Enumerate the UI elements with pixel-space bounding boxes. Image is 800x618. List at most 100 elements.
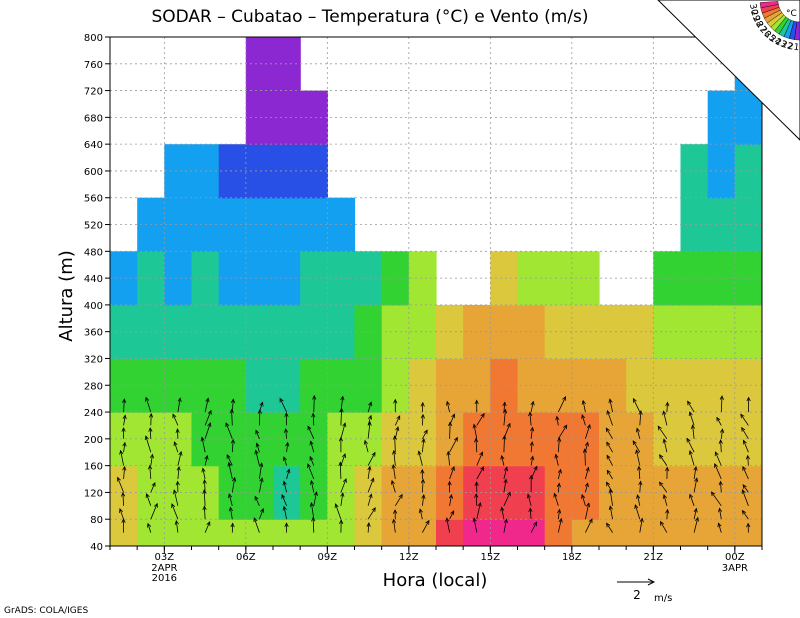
wind-vector-head xyxy=(119,449,124,455)
wind-vector-head xyxy=(307,463,311,469)
wind-vector-head xyxy=(686,437,691,443)
temperature-cell xyxy=(218,251,247,306)
wind-vector-head xyxy=(688,450,693,455)
wind-vector-head xyxy=(421,493,426,499)
wind-vector-head xyxy=(229,408,234,414)
temperature-cell xyxy=(680,197,709,252)
wind-vector xyxy=(716,417,722,426)
wind-vector xyxy=(313,491,317,506)
wind-vector-head xyxy=(585,502,591,508)
wind-vector xyxy=(255,450,260,466)
wind-vector xyxy=(530,456,534,466)
wind-vector xyxy=(475,493,478,506)
wind-vector-head xyxy=(370,477,375,483)
x-tick-label: 15Z xyxy=(481,552,501,563)
temperature-cell xyxy=(300,144,328,199)
wind-vector xyxy=(394,435,396,453)
wind-vector xyxy=(367,421,371,439)
wind-vector-head xyxy=(398,493,403,499)
temperature-cell xyxy=(544,358,573,413)
wind-vector-head xyxy=(205,397,210,403)
wind-vector-head xyxy=(254,495,259,501)
wind-vector xyxy=(530,401,534,413)
wind-vector xyxy=(557,469,562,480)
wind-vector xyxy=(422,430,428,439)
wind-vector-head xyxy=(605,427,610,433)
wind-vector-head xyxy=(503,518,508,524)
wind-vector xyxy=(204,521,211,533)
temperature-cell xyxy=(707,519,736,546)
wind-vector-head xyxy=(202,505,207,511)
wind-vector-head xyxy=(740,413,745,419)
y-tick-label: 240 xyxy=(84,408,103,419)
wind-vector xyxy=(367,522,370,533)
y-tick-label: 520 xyxy=(84,221,103,232)
temperature-cell xyxy=(245,251,274,306)
temperature-cell xyxy=(354,251,383,306)
temperature-cell xyxy=(218,304,247,360)
wind-vector-head xyxy=(309,440,314,446)
wind-vector-head xyxy=(662,494,667,499)
wind-vector-head xyxy=(206,521,211,527)
wind-vector-head xyxy=(227,461,232,467)
temperature-cell xyxy=(245,519,274,546)
temperature-cell xyxy=(245,465,274,520)
wind-vector-head xyxy=(472,423,477,429)
wind-vector xyxy=(557,483,560,493)
wind-vector xyxy=(529,412,532,426)
wind-vector-head xyxy=(741,426,746,432)
temperature-cell xyxy=(599,412,627,467)
wind-vector xyxy=(742,489,749,506)
temperature-cell xyxy=(300,251,328,306)
wind-vector-head xyxy=(554,453,559,459)
wind-vector-head xyxy=(581,493,586,499)
y-tick-label: 560 xyxy=(84,194,103,205)
wind-vector xyxy=(529,508,532,520)
wind-vector-head xyxy=(608,488,613,494)
wind-vector xyxy=(172,414,179,426)
wind-vector xyxy=(340,478,347,493)
wind-vector-head xyxy=(200,436,205,442)
wind-vector-head xyxy=(121,491,126,497)
wind-vector xyxy=(555,454,559,466)
y-tick-label: 600 xyxy=(84,167,103,178)
legend-label: 28 xyxy=(750,15,764,30)
temperature-cell xyxy=(164,197,193,252)
temperature-cell xyxy=(191,519,220,546)
wind-vector-head xyxy=(690,424,696,430)
wind-vector-head xyxy=(742,465,747,471)
wind-vector xyxy=(503,423,511,439)
wind-vector xyxy=(281,494,287,506)
legend-unit: °C xyxy=(786,9,797,19)
wind-vector xyxy=(636,428,641,439)
temperature-cell xyxy=(490,465,519,520)
wind-vector-head xyxy=(451,413,456,419)
wind-vector-head xyxy=(392,435,397,440)
wind-vector-head xyxy=(149,412,154,418)
wind-vector xyxy=(530,441,533,453)
wind-vector xyxy=(228,493,233,506)
wind-vector xyxy=(255,430,260,439)
wind-vector xyxy=(422,414,424,426)
wind-vector xyxy=(503,402,506,413)
wind-vector xyxy=(286,469,290,480)
temperature-cell xyxy=(680,358,709,413)
temperature-cell xyxy=(680,519,709,546)
wind-vector-head xyxy=(502,401,507,407)
wind-vector xyxy=(175,520,179,533)
wind-vector-head xyxy=(746,396,751,402)
legend-label: 30 xyxy=(747,3,759,16)
wind-vector xyxy=(530,522,537,533)
wind-vector xyxy=(283,481,287,493)
wind-vector-head xyxy=(557,436,562,442)
wind-vector xyxy=(311,502,315,520)
wind-vector xyxy=(150,482,156,493)
wind-vector xyxy=(503,467,508,480)
wind-vector-head xyxy=(418,508,423,514)
wind-vector-head xyxy=(145,396,150,402)
wind-vector xyxy=(253,517,260,533)
wind-vector-head xyxy=(606,454,611,460)
chart-title: SODAR – Cubatao – Temperatura (°C) e Ven… xyxy=(151,7,588,27)
wind-vector-head xyxy=(665,401,670,407)
wind-vector xyxy=(609,399,613,413)
